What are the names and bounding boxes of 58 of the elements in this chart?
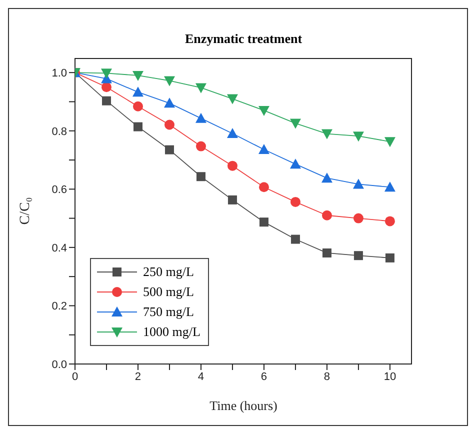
legend-label: 500 mg/L [143,284,194,300]
point [132,86,144,97]
point [354,251,363,260]
chart-title: Enzymatic treatment [184,31,304,47]
point [164,98,175,108]
point [196,172,206,182]
x-tick-label: 10 [384,370,396,383]
x-tick-label: 8 [324,370,330,383]
point [290,118,301,129]
point [132,70,144,81]
point [258,182,269,192]
point [195,83,206,94]
point [133,122,142,132]
point [100,68,112,79]
point [102,96,111,106]
point [321,172,332,183]
y-tick-label: 0.4 [52,242,67,254]
point [258,144,270,154]
y-tick-label: 0.6 [52,184,67,196]
x-tick-label: 6 [260,370,268,383]
point [385,253,394,262]
point [384,182,396,192]
y-tick-label: 0.8 [52,126,67,138]
point [290,196,300,207]
point [258,106,270,116]
legend-label: 750 mg/L [143,304,194,320]
x-tick-label: 0 [72,370,78,383]
point [353,213,364,224]
y-axis-title: C/C₀ [18,197,33,225]
point [290,234,300,244]
point [322,248,332,258]
point [101,82,112,92]
point [196,141,206,152]
point [195,112,206,123]
point [164,76,175,86]
y-tick-label: 0.2 [52,300,67,313]
point [164,145,174,154]
x-axis-title: Time (hours) [210,398,278,413]
point [384,137,396,148]
y-tick-label: 0.0 [52,358,67,371]
x-tick-label: 2 [134,370,142,383]
x-tick-label: 4 [198,370,204,383]
point [352,178,364,189]
point [259,218,268,227]
point [132,101,143,112]
point [226,128,238,138]
point [321,129,332,140]
point [226,94,238,104]
point [352,132,364,142]
point [322,210,332,220]
legend-label: 1000 mg/L [143,324,200,340]
y-tick-label: 1.0 [52,67,67,80]
point [227,160,238,171]
point [384,216,395,226]
point [228,195,237,204]
legend-label: 250 mg/L [143,264,194,280]
point [164,120,174,130]
point [290,158,301,169]
